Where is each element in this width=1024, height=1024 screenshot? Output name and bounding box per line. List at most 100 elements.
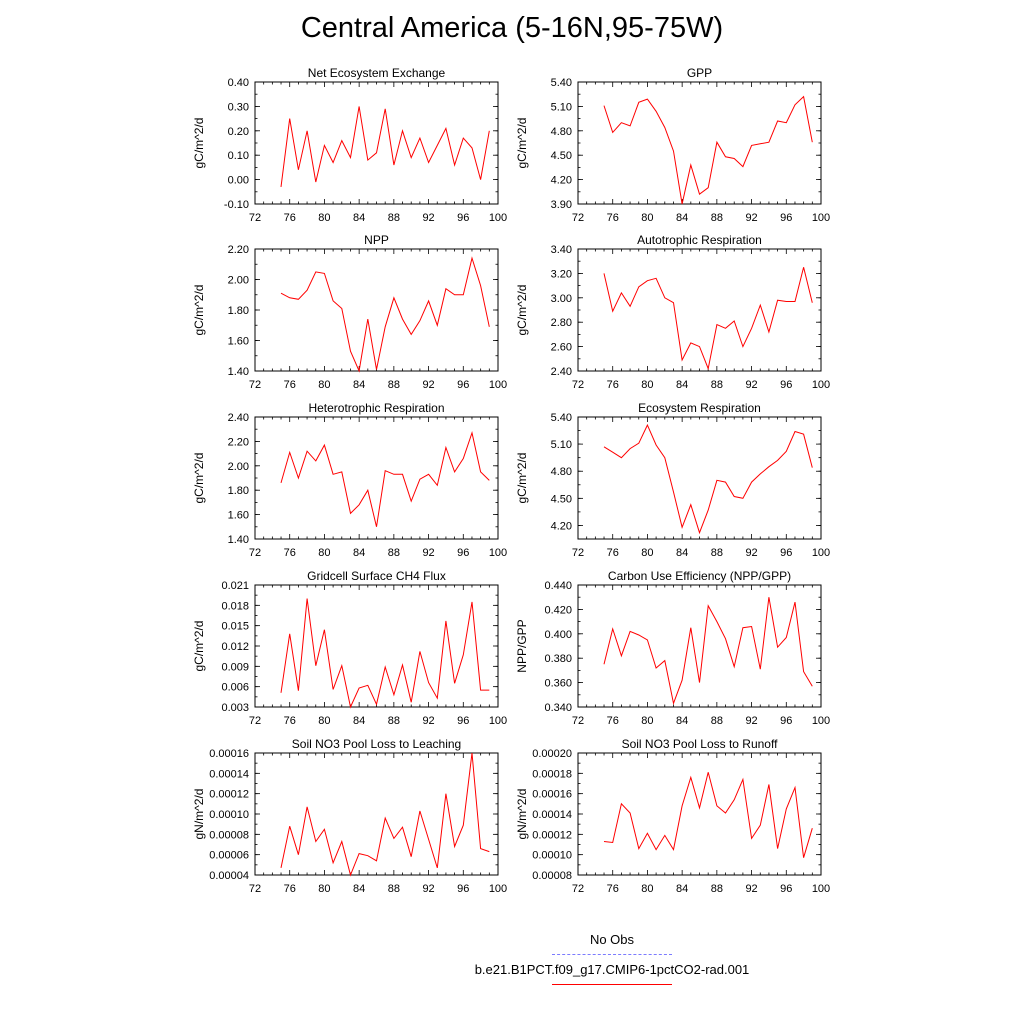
- y-tick-label: 0.380: [544, 653, 572, 665]
- y-tick-label: 0.003: [221, 702, 249, 714]
- x-tick-label: 72: [572, 212, 584, 224]
- y-tick-label: 5.10: [551, 439, 572, 451]
- y-tick-label: 0.10: [228, 150, 249, 162]
- x-tick-label: 84: [676, 883, 688, 895]
- series-line: [603, 267, 813, 371]
- y-tick-label: 2.40: [228, 412, 249, 424]
- y-tick-label: 0.00006: [209, 850, 249, 862]
- plot-frame: [577, 584, 822, 708]
- x-tick-label: 80: [641, 547, 653, 559]
- y-axis-label: NPP/GPP: [515, 619, 529, 672]
- panel-title: Soil NO3 Pool Loss to Leaching: [292, 737, 461, 751]
- y-tick-label: 1.40: [228, 366, 249, 378]
- y-tick-label: 0.00008: [532, 870, 572, 882]
- y-tick-label: -0.10: [224, 199, 249, 211]
- y-axis-label: gC/m^2/d: [192, 453, 206, 504]
- y-axis-label: gC/m^2/d: [515, 453, 529, 504]
- y-tick-label: 0.00: [228, 175, 249, 187]
- x-tick-label: 88: [711, 715, 723, 727]
- x-tick-label: 96: [780, 883, 792, 895]
- panel-6: Ecosystem Respiration gC/m^2/d 72 76 80 84 88 9…: [515, 401, 830, 559]
- panel-2: GPP gC/m^2/d 72 76 80 84 88 92 96 100 3.90 4.20 4.50…: [515, 66, 830, 224]
- x-tick-label: 100: [812, 379, 830, 391]
- y-tick-label: 0.009: [221, 661, 249, 673]
- x-tick-label: 84: [353, 883, 365, 895]
- y-tick-label: 5.40: [551, 77, 572, 89]
- y-tick-label: 2.20: [228, 244, 249, 256]
- x-tick-label: 80: [318, 212, 330, 224]
- plot-frame: [254, 248, 499, 372]
- y-tick-label: 0.00020: [532, 748, 572, 760]
- y-axis-label: gC/m^2/d: [515, 285, 529, 336]
- y-tick-label: 0.00012: [532, 829, 572, 841]
- x-tick-label: 88: [388, 212, 400, 224]
- y-tick-label: 0.00004: [209, 870, 249, 882]
- x-tick-label: 76: [607, 212, 619, 224]
- x-tick-label: 100: [489, 212, 507, 224]
- x-tick-label: 72: [572, 379, 584, 391]
- x-tick-label: 96: [457, 212, 469, 224]
- x-tick-label: 72: [249, 547, 261, 559]
- x-tick-label: 84: [676, 212, 688, 224]
- y-tick-label: 2.00: [228, 275, 249, 287]
- y-tick-label: 0.400: [544, 629, 572, 641]
- x-tick-label: 76: [284, 715, 296, 727]
- x-tick-label: 100: [812, 715, 830, 727]
- x-tick-label: 96: [780, 212, 792, 224]
- y-tick-label: 0.00014: [532, 809, 572, 821]
- x-tick-label: 96: [780, 379, 792, 391]
- y-tick-label: 0.00016: [532, 789, 572, 801]
- x-tick-label: 100: [812, 883, 830, 895]
- panel-9: Soil NO3 Pool Loss to Leaching gN/m^2/d 72…: [192, 737, 507, 895]
- x-tick-label: 84: [676, 547, 688, 559]
- x-tick-label: 80: [641, 715, 653, 727]
- panel-10: Soil NO3 Pool Loss to Runoff gN/m^2/d 72 76…: [515, 737, 830, 895]
- x-tick-label: 92: [745, 883, 757, 895]
- panel-3: NPP gC/m^2/d 72 76 80 84 88 92 96 100 1.40 1.60 1.80…: [192, 233, 507, 391]
- y-tick-label: 0.006: [221, 682, 249, 694]
- x-tick-label: 92: [422, 883, 434, 895]
- y-tick-label: 0.012: [221, 641, 249, 653]
- x-tick-label: 84: [676, 715, 688, 727]
- y-tick-label: 0.00016: [209, 748, 249, 760]
- series-line: [280, 106, 490, 187]
- x-tick-label: 100: [812, 547, 830, 559]
- x-tick-label: 76: [607, 883, 619, 895]
- y-tick-label: 0.00018: [532, 768, 572, 780]
- y-tick-label: 4.20: [551, 520, 572, 532]
- plot-frame: [577, 81, 822, 205]
- y-tick-label: 2.20: [228, 436, 249, 448]
- y-tick-label: 0.00014: [209, 768, 249, 780]
- y-tick-label: 1.60: [228, 510, 249, 522]
- panel-4: Autotrophic Respiration gC/m^2/d 72 76 80 84 8…: [515, 233, 830, 391]
- x-tick-label: 72: [572, 883, 584, 895]
- x-tick-label: 72: [249, 212, 261, 224]
- x-tick-label: 100: [489, 715, 507, 727]
- y-axis-label: gN/m^2/d: [192, 789, 206, 840]
- y-axis-label: gC/m^2/d: [515, 118, 529, 169]
- series-line: [603, 597, 813, 706]
- x-tick-label: 76: [284, 883, 296, 895]
- x-tick-label: 92: [422, 715, 434, 727]
- x-tick-label: 100: [489, 379, 507, 391]
- panel-title: Soil NO3 Pool Loss to Runoff: [622, 737, 779, 751]
- panel-title: Net Ecosystem Exchange: [308, 66, 446, 80]
- y-tick-label: 5.40: [551, 412, 572, 424]
- panel-title: GPP: [687, 66, 712, 80]
- y-tick-label: 4.50: [551, 493, 572, 505]
- x-tick-label: 80: [641, 379, 653, 391]
- x-tick-label: 84: [676, 379, 688, 391]
- y-tick-label: 1.80: [228, 305, 249, 317]
- y-tick-label: 0.015: [221, 621, 249, 633]
- y-tick-label: 1.40: [228, 534, 249, 546]
- y-tick-label: 0.00010: [209, 809, 249, 821]
- x-tick-label: 92: [745, 715, 757, 727]
- panel-title: Heterotrophic Respiration: [308, 401, 444, 415]
- panel-title: Carbon Use Efficiency (NPP/GPP): [608, 569, 791, 583]
- y-tick-label: 2.60: [551, 342, 572, 354]
- x-tick-label: 80: [641, 212, 653, 224]
- series-line: [280, 752, 490, 877]
- y-tick-label: 0.30: [228, 101, 249, 113]
- panel-title: Gridcell Surface CH4 Flux: [307, 569, 446, 583]
- x-tick-label: 96: [457, 883, 469, 895]
